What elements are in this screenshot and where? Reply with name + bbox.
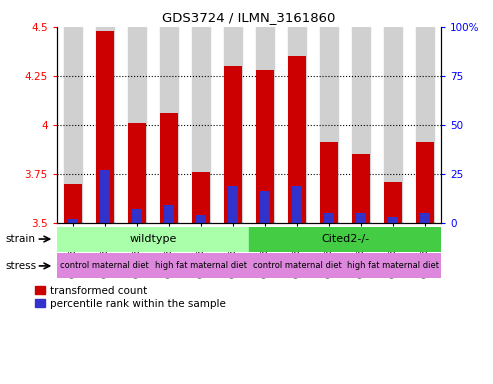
- Bar: [68, 219, 77, 223]
- Text: control maternal diet: control maternal diet: [252, 262, 342, 270]
- Bar: [288, 56, 306, 223]
- Bar: [96, 27, 113, 223]
- Text: strain: strain: [5, 234, 35, 244]
- Bar: [128, 123, 145, 223]
- Bar: [160, 27, 177, 223]
- Bar: [260, 191, 270, 223]
- Bar: [385, 182, 402, 223]
- Text: high fat maternal diet: high fat maternal diet: [155, 262, 247, 270]
- Bar: [256, 70, 274, 223]
- Bar: [320, 27, 338, 223]
- Text: Cited2-/-: Cited2-/-: [321, 234, 369, 244]
- Bar: [160, 113, 177, 223]
- Bar: [192, 172, 210, 223]
- Bar: [292, 185, 302, 223]
- Bar: [385, 27, 402, 223]
- Bar: [224, 27, 242, 223]
- Bar: [421, 213, 430, 223]
- Bar: [64, 27, 81, 223]
- Bar: [100, 170, 109, 223]
- Bar: [153, 253, 249, 278]
- Bar: [320, 142, 338, 223]
- Bar: [352, 27, 370, 223]
- Bar: [64, 184, 81, 223]
- Text: stress: stress: [5, 261, 36, 271]
- Text: wildtype: wildtype: [129, 234, 176, 244]
- Bar: [57, 253, 153, 278]
- Bar: [324, 213, 334, 223]
- Bar: [249, 227, 441, 252]
- Legend: transformed count, percentile rank within the sample: transformed count, percentile rank withi…: [35, 286, 226, 309]
- Bar: [352, 154, 370, 223]
- Text: high fat maternal diet: high fat maternal diet: [347, 262, 439, 270]
- Bar: [256, 27, 274, 223]
- Bar: [128, 27, 145, 223]
- Bar: [345, 253, 441, 278]
- Bar: [417, 142, 434, 223]
- Bar: [388, 217, 398, 223]
- Bar: [224, 66, 242, 223]
- Bar: [96, 31, 113, 223]
- Bar: [57, 227, 249, 252]
- Bar: [196, 215, 206, 223]
- Bar: [417, 27, 434, 223]
- Bar: [356, 213, 366, 223]
- Bar: [132, 209, 141, 223]
- Bar: [228, 185, 238, 223]
- Bar: [288, 27, 306, 223]
- Text: control maternal diet: control maternal diet: [60, 262, 149, 270]
- Bar: [249, 253, 345, 278]
- Bar: [192, 27, 210, 223]
- Title: GDS3724 / ILMN_3161860: GDS3724 / ILMN_3161860: [162, 11, 336, 24]
- Bar: [164, 205, 174, 223]
